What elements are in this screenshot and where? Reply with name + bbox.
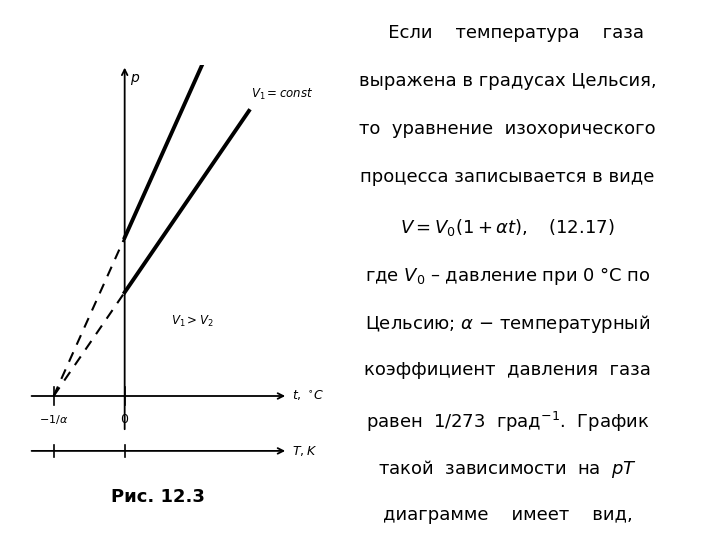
Text: $0$: $0$	[120, 413, 129, 426]
Text: $T,K$: $T,K$	[292, 444, 317, 458]
Text: Цельсию; $\alpha$ − температурный: Цельсию; $\alpha$ − температурный	[365, 313, 650, 335]
Text: $p$: $p$	[130, 72, 140, 87]
Text: равен  1/273  град$^{-1}$.  График: равен 1/273 град$^{-1}$. График	[366, 409, 649, 434]
Text: Рис. 12.3: Рис. 12.3	[112, 488, 205, 506]
Text: диаграмме    имеет    вид,: диаграмме имеет вид,	[383, 506, 632, 524]
Text: $-1/\alpha$: $-1/\alpha$	[39, 413, 68, 426]
Text: коэффициент  давления  газа: коэффициент давления газа	[364, 361, 651, 379]
Text: такой  зависимости  на  $pT$: такой зависимости на $pT$	[378, 458, 637, 480]
Text: процесса записывается в виде: процесса записывается в виде	[361, 168, 654, 186]
Text: $V_1=const$: $V_1=const$	[251, 87, 313, 102]
Text: $t,\ ^{\circ}C$: $t,\ ^{\circ}C$	[292, 389, 323, 403]
Text: Если    температура    газа: Если температура газа	[371, 24, 644, 42]
Text: где $V_0$ – давление при 0 °C по: где $V_0$ – давление при 0 °C по	[365, 265, 650, 287]
Text: $V = V_0(1 + \alpha t),\quad (12.17)$: $V = V_0(1 + \alpha t),\quad (12.17)$	[400, 217, 615, 238]
Text: выражена в градусах Цельсия,: выражена в градусах Цельсия,	[359, 72, 657, 90]
Text: то  уравнение  изохорического: то уравнение изохорического	[359, 120, 656, 138]
Text: $V_1>V_2$: $V_1>V_2$	[171, 314, 213, 329]
